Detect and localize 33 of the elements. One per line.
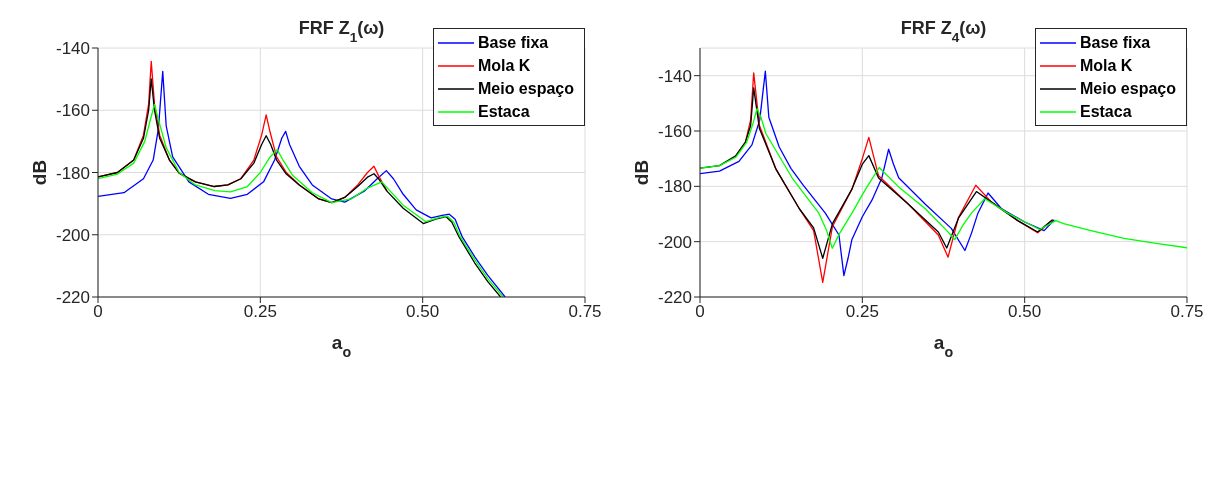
y-tick-label: -180 [657, 177, 692, 197]
chart-title: FRF Z$_{4}$(ω) [900, 18, 987, 45]
y-tick-label: -160 [55, 101, 90, 121]
x-tick-label: 0.75 [1170, 302, 1204, 322]
x-tick-label: 0.25 [845, 302, 879, 322]
legend-label: Estaca [1079, 102, 1132, 122]
line-series [700, 107, 1187, 249]
y-tick-label: -220 [55, 288, 90, 308]
y-axis-title: dB [29, 159, 50, 186]
y-tick-label: -160 [657, 122, 692, 142]
y-tick-label: -200 [55, 225, 90, 245]
x-tick-label: 0 [695, 302, 705, 322]
y-axis-title: dB [631, 159, 652, 186]
y-tick-label: -180 [55, 163, 90, 183]
legend-label: Base fixa [1079, 33, 1151, 53]
x-tick-label: 0.50 [1008, 302, 1042, 322]
x-axis-title: a$_{o}$ [933, 332, 954, 360]
y-tick-label: -140 [657, 66, 692, 86]
x-tick-label: 0 [93, 302, 103, 322]
x-axis-title: a$_{o}$ [331, 332, 352, 360]
legend-label: Estaca [477, 102, 530, 122]
legend-label: Mola K [1079, 56, 1133, 76]
legend-label: Meio espaço [477, 79, 574, 99]
x-tick-label: 0.25 [243, 302, 277, 322]
chart-title: FRF Z$_{1}$(ω) [298, 18, 385, 45]
legend-label: Meio espaço [1079, 79, 1176, 99]
x-tick-label: 0.75 [568, 302, 602, 322]
legend-label: Base fixa [477, 33, 549, 53]
y-tick-label: -140 [55, 39, 90, 59]
y-tick-label: -200 [657, 232, 692, 252]
x-tick-label: 0.50 [406, 302, 440, 322]
legend-label: Mola K [477, 56, 531, 76]
y-tick-label: -220 [657, 288, 692, 308]
